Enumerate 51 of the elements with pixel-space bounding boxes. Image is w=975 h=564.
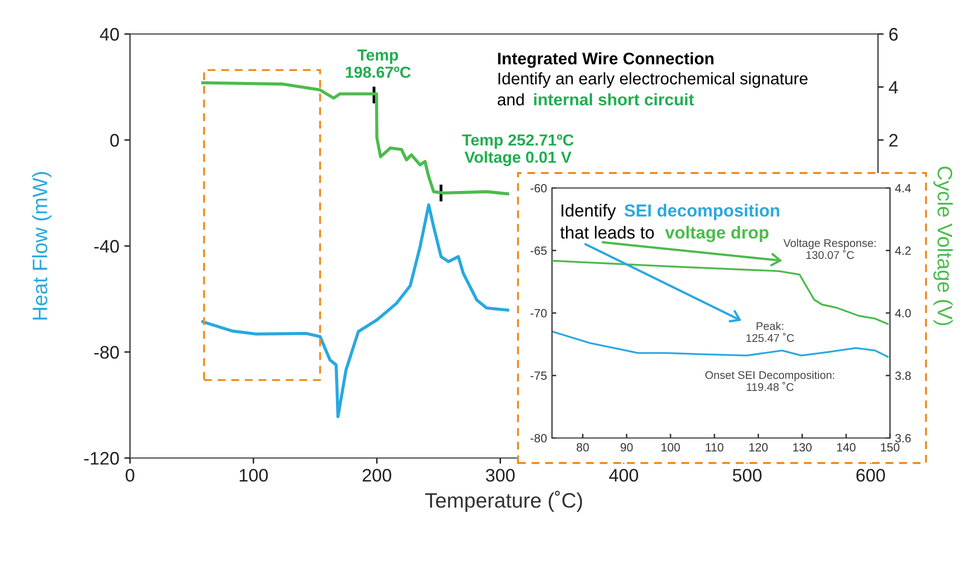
y-tick-label: -70 — [530, 309, 547, 318]
annotation: Temp 198.67ºC — [346, 50, 411, 78]
line-series — [552, 330, 889, 358]
y-tick-label: -80 — [94, 346, 119, 359]
annotation: Temp 252.71ºC Voltage 0.01 V — [462, 134, 574, 166]
annotation: Voltage Response: 130.07 ˚C — [783, 238, 876, 259]
annotation: SEI decomposition — [624, 204, 780, 220]
y2-tick-label: 2 — [889, 134, 898, 147]
annotation: Peak: 125.47 ˚C — [746, 322, 794, 342]
annotation: that leads to — [560, 226, 654, 239]
x-tick-label: 110 — [706, 443, 724, 452]
x-tick-label: 200 — [362, 468, 392, 482]
x-tick-label: 130 — [793, 443, 812, 452]
y-tick-label: 0 — [110, 134, 119, 147]
x-tick-label: 120 — [749, 443, 768, 452]
y2-tick-label: 4.0 — [895, 309, 911, 318]
y2-tick-label: 3.8 — [895, 372, 911, 380]
y-tick-label: -60 — [530, 184, 547, 192]
x-tick-label: 300 — [486, 468, 515, 482]
y2-tick-label: 4 — [888, 81, 898, 94]
annotation: and — [498, 93, 524, 106]
x-tick-label: 600 — [856, 468, 885, 482]
y-tick-label: -120 — [84, 452, 119, 465]
x-tick-label: 150 — [881, 443, 900, 452]
y2-tick-label: 4.4 — [895, 184, 911, 192]
x-axis-title: Temperature (˚C) — [425, 490, 582, 512]
annotation: Identify — [562, 204, 616, 220]
y-tick-label: -65 — [530, 246, 547, 255]
annotation: internal short circuit — [534, 93, 694, 106]
x-tick-label: 100 — [240, 468, 268, 482]
y2-axis-title: Cycle Voltage (V) — [933, 166, 953, 326]
line-series — [201, 203, 510, 418]
x-tick-label: 80 — [576, 443, 589, 452]
y2-tick-label: 6 — [889, 28, 898, 41]
annotation: Identify an early electrochemical signature — [498, 72, 808, 88]
y-tick-label: -80 — [530, 434, 547, 442]
x-tick-label: 400 — [609, 468, 638, 482]
annotation: Onset SEI Decomposition: 119.48 ˚C — [705, 370, 834, 391]
x-tick-label: 140 — [837, 443, 856, 452]
y2-tick-label: 3.6 — [895, 434, 911, 442]
x-tick-label: 0 — [126, 468, 134, 482]
y-tick-label: -40 — [94, 240, 119, 253]
y-tick-label: 40 — [100, 28, 119, 41]
annotation: Integrated Wire Connection — [498, 52, 714, 68]
x-tick-label: 90 — [620, 443, 633, 452]
annotation: voltage drop — [665, 226, 768, 242]
x-tick-label: 500 — [732, 468, 762, 482]
y-tick-label: -75 — [530, 372, 547, 380]
y-axis-title: Heat Flow (mW) — [32, 172, 52, 320]
y2-tick-label: 4.2 — [895, 246, 911, 255]
x-tick-label: 100 — [662, 443, 680, 452]
